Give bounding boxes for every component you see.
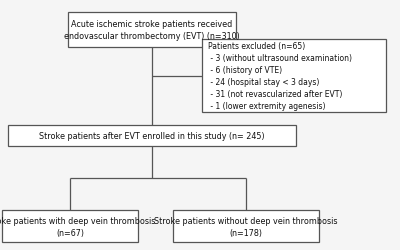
Text: Acute ischemic stroke patients received
endovascular thrombectomy (EVT) (n=310): Acute ischemic stroke patients received … [64,20,240,40]
Text: Stroke patients without deep vein thrombosis
(n=178): Stroke patients without deep vein thromb… [154,216,338,237]
FancyBboxPatch shape [202,40,386,113]
FancyBboxPatch shape [68,12,236,48]
Text: Stroke patients after EVT enrolled in this study (n= 245): Stroke patients after EVT enrolled in th… [39,132,265,141]
Text: Patients excluded (n=65)
 - 3 (without ultrasound examination)
 - 6 (history of : Patients excluded (n=65) - 3 (without ul… [208,42,352,111]
FancyBboxPatch shape [8,126,296,147]
FancyBboxPatch shape [173,210,319,242]
FancyBboxPatch shape [2,210,138,242]
Text: Stroke patients with deep vein thrombosis
(n=67): Stroke patients with deep vein thrombosi… [0,216,155,237]
